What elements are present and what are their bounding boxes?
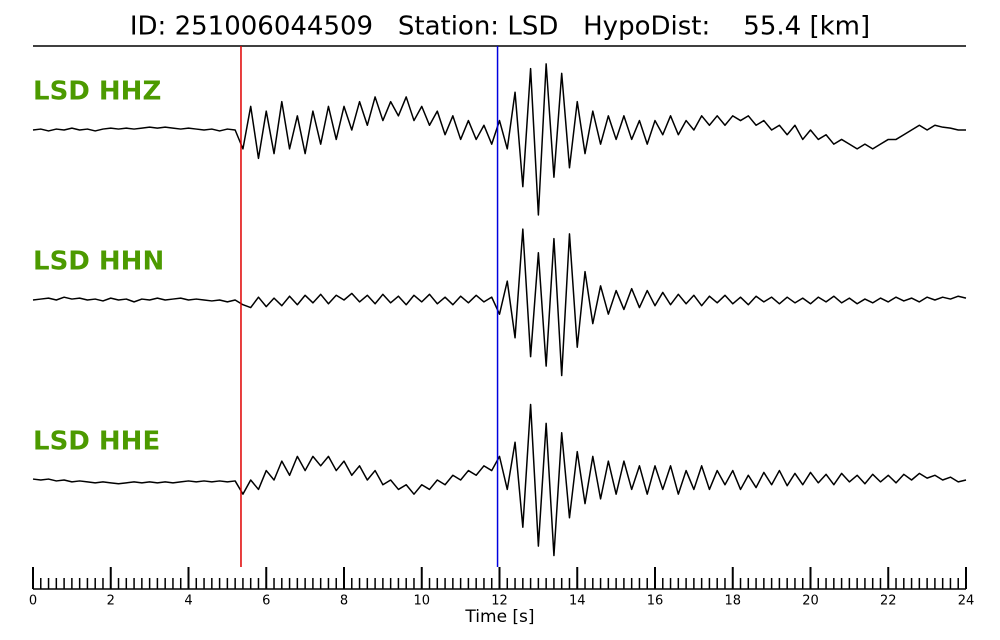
trace bbox=[32, 403, 967, 557]
trace-label: LSD HHN bbox=[33, 247, 164, 277]
x-tick-label: 24 bbox=[958, 594, 975, 609]
x-tick-label: 0 bbox=[29, 594, 37, 609]
x-tick-label: 18 bbox=[724, 594, 741, 609]
trace-label: LSD HHZ bbox=[33, 77, 161, 107]
x-tick-label: 10 bbox=[413, 594, 430, 609]
chart-title: ID: 251006044509 Station: LSD HypoDist: … bbox=[130, 12, 870, 42]
x-tick-label: 8 bbox=[340, 594, 348, 609]
x-axis-label: Time [s] bbox=[464, 607, 534, 627]
trace bbox=[32, 63, 966, 216]
x-tick-label: 6 bbox=[262, 594, 270, 609]
x-tick-label: 14 bbox=[569, 594, 586, 609]
trace-label: LSD HHE bbox=[33, 427, 160, 457]
x-tick-label: 20 bbox=[802, 594, 819, 609]
x-tick-label: 22 bbox=[880, 594, 897, 609]
x-tick-label: 4 bbox=[184, 594, 192, 609]
trace bbox=[32, 228, 967, 377]
x-tick-label: 12 bbox=[491, 594, 508, 609]
x-tick-label: 16 bbox=[647, 594, 664, 609]
x-tick-label: 2 bbox=[107, 594, 115, 609]
